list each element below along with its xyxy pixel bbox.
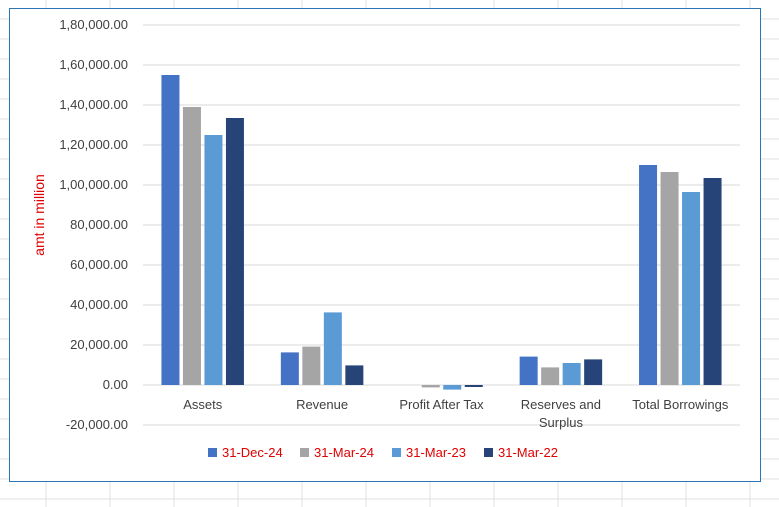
bars xyxy=(161,75,722,390)
bar-31-mar-22-total-borrowings xyxy=(703,178,722,385)
legend-entry-label: 31-Mar-23 xyxy=(406,445,466,460)
legend-entry-label: 31-Mar-24 xyxy=(314,445,374,460)
legend-entry-label: 31-Mar-22 xyxy=(498,445,558,460)
x-category-label: Total Borrowings xyxy=(632,397,729,412)
bar-31-mar-23-assets xyxy=(204,135,223,385)
bar-chart: -20,000.00 0.00 20,000.00 40,000.00 60,000.0… xyxy=(31,17,740,460)
bar-31-mar-24-reserves-and-surplus xyxy=(541,367,560,385)
y-tick-label: 1,80,000.00 xyxy=(59,17,128,32)
bar-31-mar-23-profit-after-tax xyxy=(443,385,462,390)
x-category-label: Profit After Tax xyxy=(399,397,484,412)
legend-swatch xyxy=(208,448,217,457)
bar-31-mar-23-reserves-and-surplus xyxy=(562,363,581,385)
bar-31-mar-24-assets xyxy=(182,107,201,385)
y-tick-label: 1,00,000.00 xyxy=(59,177,128,192)
chart-area[interactable]: -20,000.00 0.00 20,000.00 40,000.00 60,000.0… xyxy=(9,8,761,482)
y-axis-label: amt in million xyxy=(31,174,47,256)
bar-31-mar-22-revenue xyxy=(345,365,364,385)
y-tick-label: 60,000.00 xyxy=(70,257,128,272)
y-axis-tick-labels: -20,000.00 0.00 20,000.00 40,000.00 60,000.0… xyxy=(59,17,128,432)
bar-31-mar-23-revenue xyxy=(323,312,342,385)
x-category-label: Assets xyxy=(183,397,223,412)
bar-31-mar-22-reserves-and-surplus xyxy=(584,359,603,385)
y-tick-label: 20,000.00 xyxy=(70,337,128,352)
legend-swatch xyxy=(392,448,401,457)
bar-31-dec-24-reserves-and-surplus xyxy=(519,356,538,385)
x-axis-category-labels: Assets Revenue Profit After Tax Reserves an… xyxy=(183,397,729,430)
bar-31-mar-23-total-borrowings xyxy=(682,192,701,385)
bar-31-mar-24-total-borrowings xyxy=(660,172,679,385)
bar-31-mar-22-profit-after-tax xyxy=(464,385,483,387)
legend-swatch xyxy=(484,448,493,457)
legend-swatch xyxy=(300,448,309,457)
bar-31-mar-22-assets xyxy=(225,118,244,385)
y-tick-label: 0.00 xyxy=(103,377,128,392)
bar-31-dec-24-total-borrowings xyxy=(639,165,658,385)
bar-31-dec-24-revenue xyxy=(280,352,299,385)
y-tick-label: -20,000.00 xyxy=(66,417,128,432)
bar-31-dec-24-assets xyxy=(161,75,180,385)
bar-31-mar-24-revenue xyxy=(302,346,321,385)
x-category-label: Revenue xyxy=(296,397,348,412)
y-tick-label: 1,60,000.00 xyxy=(59,57,128,72)
bar-31-mar-24-profit-after-tax xyxy=(421,385,440,388)
legend-entry-label: 31-Dec-24 xyxy=(222,445,283,460)
x-category-label: Reserves and Surplus xyxy=(521,397,601,430)
y-tick-label: 1,20,000.00 xyxy=(59,137,128,152)
y-tick-label: 1,40,000.00 xyxy=(59,97,128,112)
legend: 31-Dec-24 31-Mar-24 31-Mar-23 31-Mar-22 xyxy=(208,445,558,460)
y-tick-label: 40,000.00 xyxy=(70,297,128,312)
y-tick-label: 80,000.00 xyxy=(70,217,128,232)
